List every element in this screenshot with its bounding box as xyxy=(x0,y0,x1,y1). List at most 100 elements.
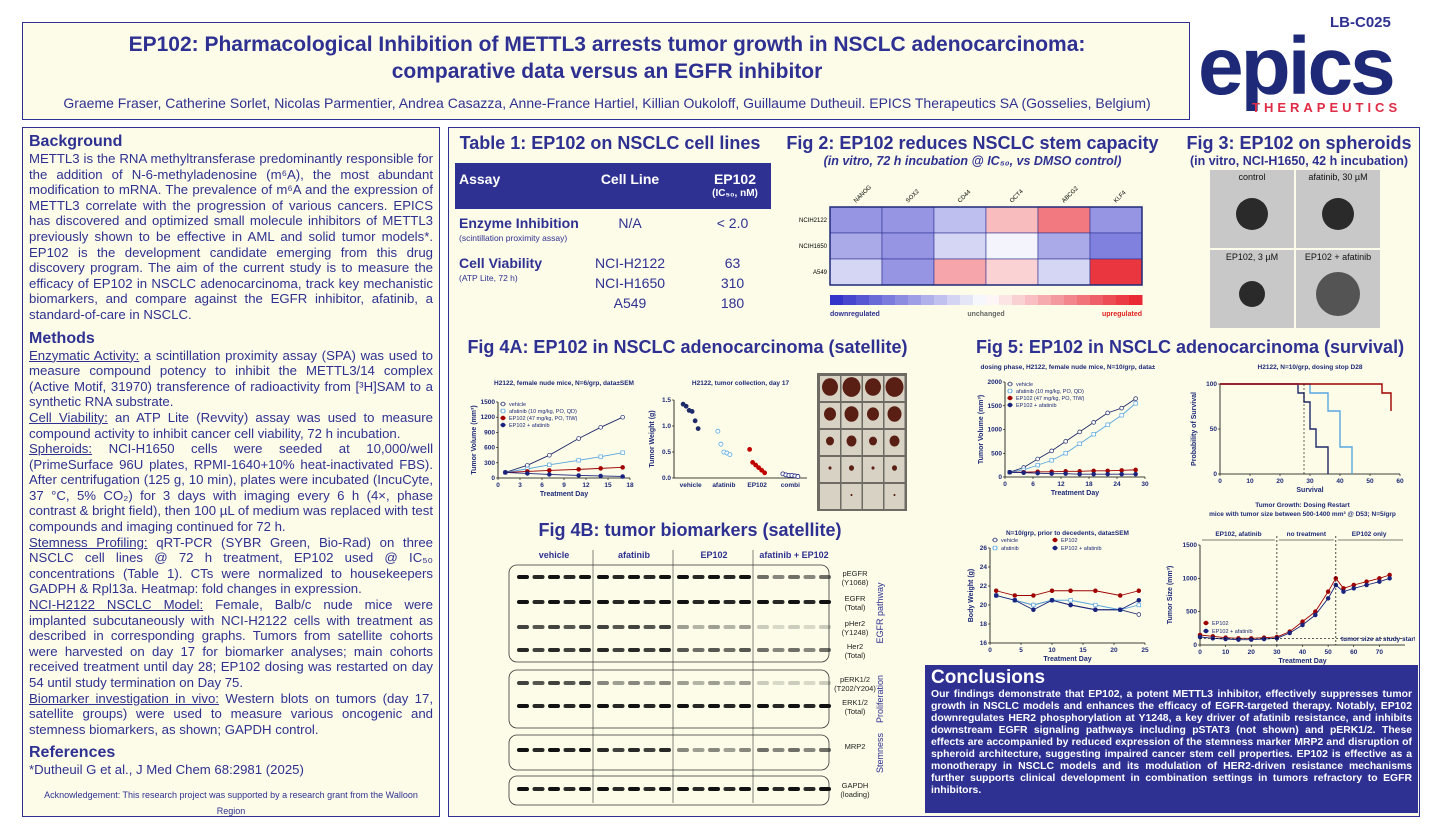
marker xyxy=(1012,597,1018,603)
x-axis-label: Treatment Day xyxy=(1278,658,1326,665)
marker xyxy=(1377,579,1382,584)
band-sublabel: (Y1248) xyxy=(842,628,869,637)
marker xyxy=(1119,468,1124,473)
band xyxy=(772,575,785,579)
series-line xyxy=(1009,469,1136,473)
series-line xyxy=(996,595,1140,611)
colorbar-step xyxy=(960,295,974,305)
x-tick-label: 20 xyxy=(1248,649,1256,656)
chart-title: H2122, N=10/grp, dosing stop D28 xyxy=(1258,364,1363,371)
band xyxy=(677,748,689,752)
legend-marker xyxy=(1203,628,1209,634)
legend-label: EP102 xyxy=(1212,621,1229,627)
band xyxy=(579,625,591,629)
method-item: Stemness Profiling: qRT-PCR (SYBR Green,… xyxy=(29,535,433,597)
x-tick-label: 6 xyxy=(1031,481,1035,488)
x-tick-label: 60 xyxy=(1396,478,1404,485)
legend-marker xyxy=(992,537,998,543)
dot xyxy=(715,428,721,434)
column-label: NANOG xyxy=(853,184,873,204)
series-line xyxy=(1009,471,1136,475)
heat-border xyxy=(829,206,1143,286)
band xyxy=(677,681,689,685)
band-sublabel: (Total) xyxy=(845,707,866,716)
method-item: Spheroids: NCI-H1650 cells were seeded a… xyxy=(29,441,433,535)
marker xyxy=(1236,637,1241,642)
marker xyxy=(1031,602,1036,608)
dot xyxy=(759,467,765,473)
band xyxy=(612,648,625,652)
band xyxy=(612,625,625,629)
y-tick-label: 26 xyxy=(980,545,988,552)
band xyxy=(803,681,816,685)
marker xyxy=(1091,471,1096,477)
x-tick-label: 15 xyxy=(1079,647,1087,654)
y-tick-label: 500 xyxy=(1186,609,1197,616)
reference: *Dutheuil G et al., J Med Chem 68:2981 (… xyxy=(29,762,304,778)
chart-title: H2122, tumor collection, day 17 xyxy=(692,380,790,387)
band xyxy=(708,748,720,752)
chart-subtitle: mice with tumor size between 500-1400 mm… xyxy=(1209,511,1396,518)
band xyxy=(788,625,800,629)
marker xyxy=(1068,588,1073,593)
legend-label: vehicle xyxy=(509,402,526,408)
band xyxy=(772,681,785,685)
y-tick-label: 20 xyxy=(980,602,988,609)
band xyxy=(819,748,831,752)
marker xyxy=(1136,588,1142,593)
band-label: pEGFR xyxy=(842,569,868,578)
band xyxy=(532,648,545,652)
series-line xyxy=(996,590,1139,596)
band xyxy=(643,575,656,579)
x-tick-label: 30 xyxy=(1141,481,1149,488)
heat-cell xyxy=(1089,258,1143,286)
band xyxy=(772,704,785,708)
marker xyxy=(1133,401,1138,406)
spheroid xyxy=(1322,198,1354,230)
y-tick-label: 0 xyxy=(1193,642,1197,649)
band xyxy=(757,625,769,629)
marker xyxy=(1012,593,1018,598)
photo-cell xyxy=(820,484,840,509)
band xyxy=(597,600,609,604)
annotation: EP102 only xyxy=(1352,531,1387,538)
band xyxy=(532,787,545,791)
band xyxy=(597,625,609,629)
marker xyxy=(525,471,530,476)
legend-marker xyxy=(1052,537,1058,543)
band xyxy=(788,748,800,752)
conclusions-box: Conclusions Our findings demonstrate tha… xyxy=(925,665,1418,813)
x-tick-label: 50 xyxy=(1325,649,1333,656)
heading: Methods xyxy=(29,329,95,347)
fig-title: Fig 2: EP102 reduces NSCLC stem capacity xyxy=(786,133,1159,153)
marker xyxy=(993,593,999,598)
x-tick-label: 0 xyxy=(1003,481,1007,488)
chart-title: Tumor Growth: Dosing Restart xyxy=(1255,502,1350,509)
heat-cell xyxy=(1037,206,1091,234)
dot xyxy=(689,409,695,414)
heat-cell xyxy=(985,206,1039,234)
tumor-photo xyxy=(817,373,907,511)
row-label: A549 xyxy=(813,270,828,276)
column-label: SOX2 xyxy=(905,188,921,204)
tumor xyxy=(826,436,834,446)
marker xyxy=(576,436,581,441)
y-axis-label: Body Weight (g) xyxy=(968,569,975,623)
x-tick-label: 20 xyxy=(1110,647,1118,654)
method-label: Biomarker investigation in vivo: xyxy=(29,690,219,706)
marker xyxy=(993,588,999,593)
method-label: Cell Viability: xyxy=(29,409,108,425)
band xyxy=(772,625,785,629)
tumor xyxy=(849,465,854,471)
chart: dosing phase, H2122, female nude mice, N… xyxy=(978,364,1155,497)
band xyxy=(803,748,816,752)
marker xyxy=(1133,467,1138,473)
colorbar-step xyxy=(843,295,857,305)
band xyxy=(659,704,671,708)
colorbar-step xyxy=(856,295,870,305)
band xyxy=(692,600,705,604)
band xyxy=(579,748,591,752)
colorbar-step xyxy=(1103,295,1117,305)
cell-line: N/A xyxy=(618,215,642,231)
column-label: ABCG2 xyxy=(1061,185,1080,204)
